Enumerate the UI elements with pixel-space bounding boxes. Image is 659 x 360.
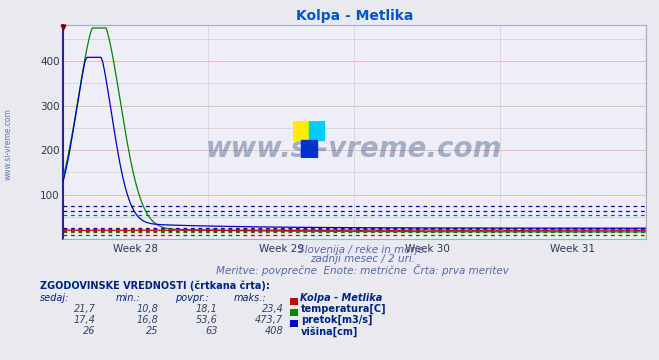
Text: 18,1: 18,1 [196,304,217,314]
Text: 21,7: 21,7 [74,304,96,314]
Text: sedaj:: sedaj: [40,293,69,303]
Bar [309,121,325,139]
Bar [301,139,317,158]
Text: Meritve: povprečne  Enote: metrične  Črta: prva meritev: Meritve: povprečne Enote: metrične Črta:… [216,264,509,275]
Text: 16,8: 16,8 [136,315,158,325]
Text: www.si-vreme.com: www.si-vreme.com [3,108,13,180]
Text: ZGODOVINSKE VREDNOSTI (črtkana črta):: ZGODOVINSKE VREDNOSTI (črtkana črta): [40,281,270,291]
Text: pretok[m3/s]: pretok[m3/s] [301,315,372,325]
Text: www.si-vreme.com: www.si-vreme.com [206,135,502,163]
Text: 473,7: 473,7 [255,315,283,325]
Text: temperatura[C]: temperatura[C] [301,304,387,315]
Text: višina[cm]: višina[cm] [301,326,358,337]
Text: 26: 26 [83,326,96,336]
Text: 25: 25 [146,326,158,336]
Text: maks.:: maks.: [234,293,267,303]
Text: 17,4: 17,4 [74,315,96,325]
Text: 63: 63 [205,326,217,336]
Text: zadnji mesec / 2 uri.: zadnji mesec / 2 uri. [310,254,415,264]
Title: Kolpa - Metlika: Kolpa - Metlika [295,9,413,23]
Text: 10,8: 10,8 [136,304,158,314]
Text: Slovenija / reke in morje.: Slovenija / reke in morje. [298,245,427,255]
Bar [293,121,309,139]
Text: min.:: min.: [115,293,140,303]
Text: povpr.:: povpr.: [175,293,208,303]
Text: Kolpa - Metlika: Kolpa - Metlika [300,293,382,303]
Text: 408: 408 [265,326,283,336]
Text: 53,6: 53,6 [196,315,217,325]
Text: 23,4: 23,4 [262,304,283,314]
